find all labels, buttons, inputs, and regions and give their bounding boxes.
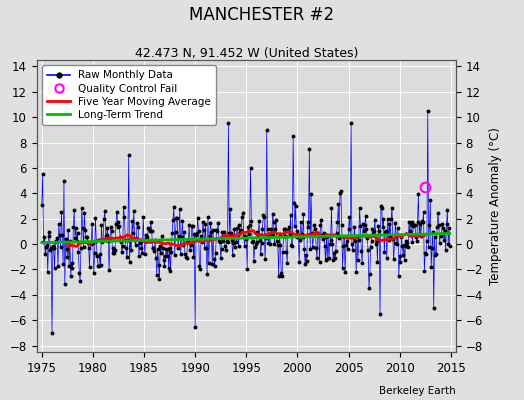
Y-axis label: Temperature Anomaly (°C): Temperature Anomaly (°C) — [488, 127, 501, 285]
Legend: Raw Monthly Data, Quality Control Fail, Five Year Moving Average, Long-Term Tren: Raw Monthly Data, Quality Control Fail, … — [42, 65, 216, 125]
Text: Berkeley Earth: Berkeley Earth — [379, 386, 456, 396]
Title: 42.473 N, 91.452 W (United States): 42.473 N, 91.452 W (United States) — [135, 47, 358, 60]
Text: MANCHESTER #2: MANCHESTER #2 — [190, 6, 334, 24]
